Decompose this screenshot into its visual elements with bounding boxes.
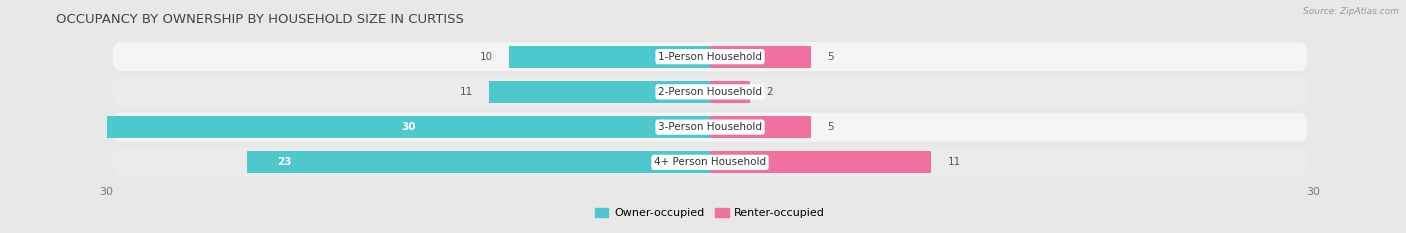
Text: 5: 5 xyxy=(827,52,834,62)
Text: 4+ Person Household: 4+ Person Household xyxy=(654,157,766,167)
Text: 5: 5 xyxy=(827,122,834,132)
Text: 11: 11 xyxy=(460,87,472,97)
Bar xyxy=(247,151,710,173)
Text: 3-Person Household: 3-Person Household xyxy=(658,122,762,132)
Bar xyxy=(710,116,811,138)
Text: 2: 2 xyxy=(766,87,773,97)
Text: 11: 11 xyxy=(948,157,960,167)
FancyBboxPatch shape xyxy=(112,77,1308,106)
Bar xyxy=(710,81,751,103)
Text: Source: ZipAtlas.com: Source: ZipAtlas.com xyxy=(1303,7,1399,16)
Legend: Owner-occupied, Renter-occupied: Owner-occupied, Renter-occupied xyxy=(591,203,830,223)
Bar xyxy=(509,46,710,68)
Text: 2-Person Household: 2-Person Household xyxy=(658,87,762,97)
FancyBboxPatch shape xyxy=(112,42,1308,71)
Text: 1-Person Household: 1-Person Household xyxy=(658,52,762,62)
Bar xyxy=(489,81,710,103)
Bar xyxy=(710,46,811,68)
FancyBboxPatch shape xyxy=(112,148,1308,177)
FancyBboxPatch shape xyxy=(112,113,1308,142)
Text: 23: 23 xyxy=(277,157,292,167)
Text: OCCUPANCY BY OWNERSHIP BY HOUSEHOLD SIZE IN CURTISS: OCCUPANCY BY OWNERSHIP BY HOUSEHOLD SIZE… xyxy=(56,13,464,26)
Bar xyxy=(710,151,931,173)
Bar xyxy=(107,116,710,138)
Text: 10: 10 xyxy=(479,52,492,62)
Text: 30: 30 xyxy=(401,122,416,132)
